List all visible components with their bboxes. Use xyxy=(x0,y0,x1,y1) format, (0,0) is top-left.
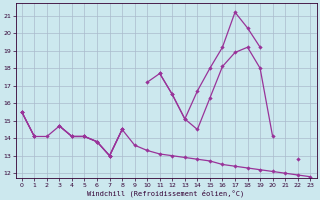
X-axis label: Windchill (Refroidissement éolien,°C): Windchill (Refroidissement éolien,°C) xyxy=(87,189,245,197)
